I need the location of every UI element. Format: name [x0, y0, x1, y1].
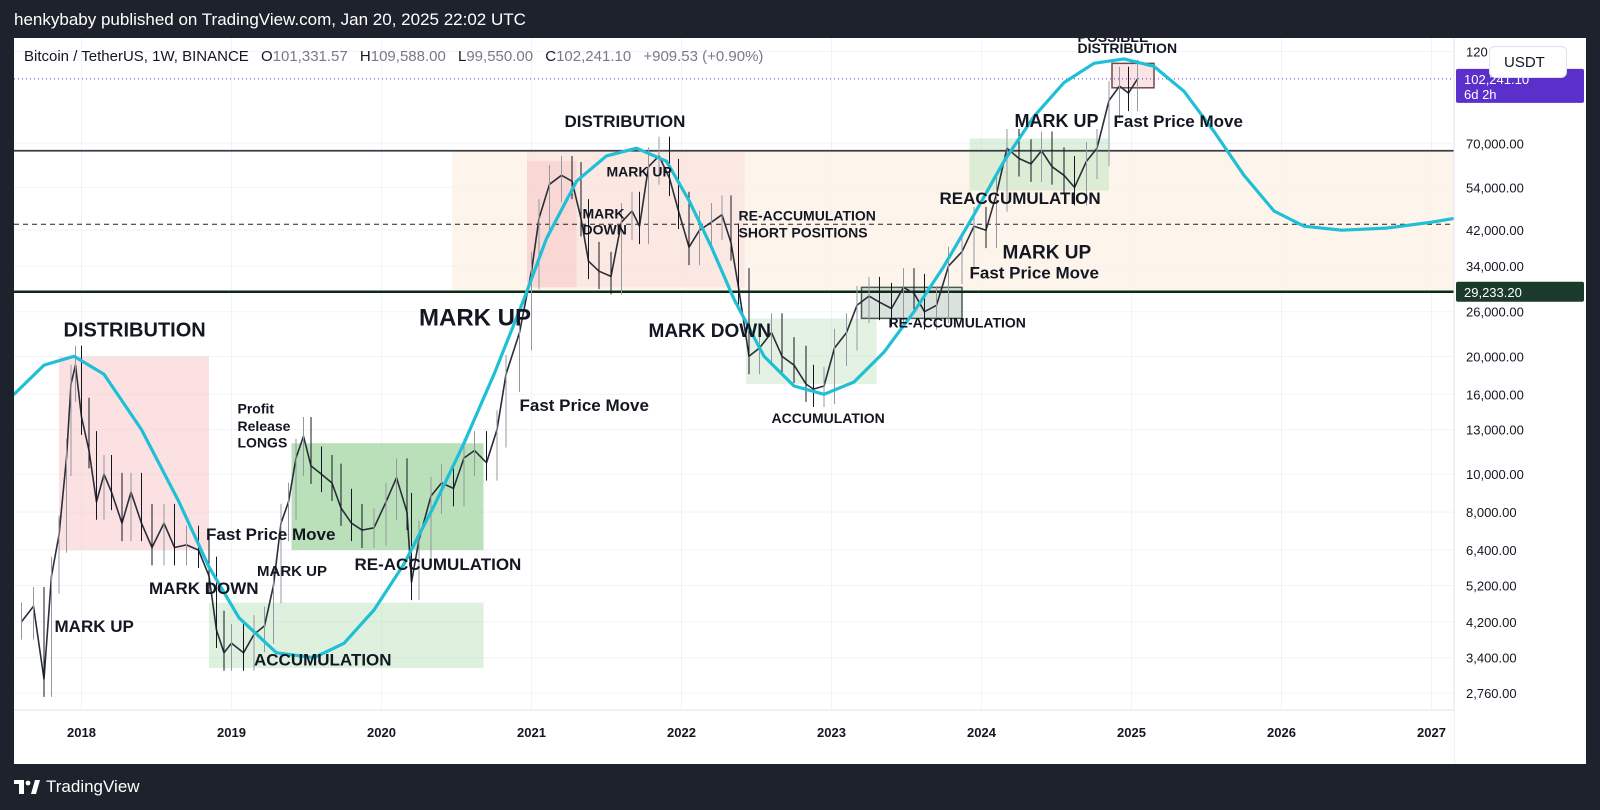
y-tick-label: 8,000.00: [1466, 505, 1517, 520]
axes: 120,000.0070,000.0054,000.0042,000.0034,…: [14, 38, 1586, 764]
cycle-curve-line: [14, 57, 1456, 660]
annotation-label: SHORT POSITIONS: [739, 225, 868, 241]
annotation-label: Fast Price Move: [970, 264, 1099, 283]
annotation-label: MARK DOWN: [149, 579, 259, 598]
range-band: [452, 150, 1454, 292]
annotation-label: ACCUMULATION: [772, 410, 885, 426]
cycle-curve: [14, 57, 1456, 660]
annotation-label: Release: [238, 418, 291, 434]
currency-selector[interactable]: USDT: [1489, 46, 1567, 78]
annotation-label: DISTRIBUTION: [1078, 40, 1178, 56]
x-tick-label: 2025: [1117, 725, 1146, 740]
high-value: 109,588.00: [370, 48, 446, 65]
y-tick-label: 2,760.00: [1466, 686, 1517, 701]
zone-accumulation_light: [746, 318, 877, 384]
y-tick-label: 54,000.00: [1466, 180, 1524, 195]
y-tick-label: 6,400.00: [1466, 543, 1517, 558]
annotation-label: Profit: [238, 400, 275, 416]
price-badge-countdown: 6d 2h: [1464, 87, 1497, 102]
change-value: +909.53 (+0.90%): [643, 48, 764, 65]
x-tick-label: 2023: [817, 725, 846, 740]
x-tick-label: 2020: [367, 725, 396, 740]
y-tick-label: 5,200.00: [1466, 578, 1517, 593]
footer-bar: TradingView: [0, 764, 1600, 810]
high-label: H: [359, 48, 371, 65]
annotation-label: DOWN: [583, 221, 627, 237]
annotation-label: REACCUMULATION: [940, 189, 1101, 208]
annotation-label: MARK UP: [1003, 242, 1092, 263]
price-axis-bg: [1454, 38, 1586, 764]
x-tick-label: 2022: [667, 725, 696, 740]
close-value: 102,241.10: [556, 48, 632, 65]
zones: [59, 62, 1155, 669]
annotation-label: MARK UP: [607, 164, 672, 180]
x-tick-label: 2019: [217, 725, 246, 740]
annotation-label: Fast Price Move: [206, 525, 335, 544]
annotation-label: RE-ACCUMULATION: [355, 555, 522, 574]
symbol-label[interactable]: Bitcoin / TetherUS, 1W, BINANCE: [24, 48, 249, 65]
y-tick-label: 3,400.00: [1466, 651, 1517, 666]
open-value: 101,331.57: [272, 48, 348, 65]
annotation-label: MARK DOWN: [649, 321, 771, 342]
low-label: L: [458, 48, 467, 65]
ohlc-legend: Bitcoin / TetherUS, 1W, BINANCE O101,331…: [24, 48, 763, 65]
annotation-label: LONGS: [238, 435, 288, 451]
y-tick-label: 20,000.00: [1466, 349, 1524, 364]
annotation-label: DISTRIBUTION: [64, 319, 206, 341]
annotation-label: MARK UP: [1015, 111, 1099, 131]
annotation-label: Fast Price Move: [1114, 112, 1243, 131]
y-tick-label: 42,000.00: [1466, 223, 1524, 238]
time-axis-bg: [14, 710, 1454, 764]
price-levels: [14, 78, 1454, 294]
annotation-label: POSSIBLE: [1078, 38, 1149, 45]
open-label: O: [260, 48, 273, 65]
published-info: henkybaby published on TradingView.com, …: [14, 10, 526, 29]
level-badge-price: 29,233.20: [1464, 285, 1522, 300]
y-tick-label: 34,000.00: [1466, 259, 1524, 274]
level-badge-bg: [1456, 281, 1584, 302]
annotation-label: MARK: [583, 205, 625, 221]
x-tick-label: 2021: [517, 725, 546, 740]
y-tick-label: 26,000.00: [1466, 305, 1524, 320]
y-tick-label: 4,200.00: [1466, 615, 1517, 630]
price-line: [20, 78, 1139, 680]
annotation-label: MARK UP: [55, 617, 134, 636]
range-band-rect: [452, 150, 1454, 292]
annotation-label: Fast Price Move: [520, 396, 649, 415]
x-tick-label: 2024: [967, 725, 997, 740]
y-tick-label: 13,000.00: [1466, 423, 1524, 438]
low-value: 99,550.00: [466, 48, 534, 65]
tradingview-logo-icon: [14, 780, 40, 794]
y-tick-label: 16,000.00: [1466, 387, 1524, 402]
annotation-label: RE-ACCUMULATION: [739, 207, 876, 223]
chart-area[interactable]: DISTRIBUTION MARK UP MARK DOWN ACCUMULATION…: [14, 38, 1586, 764]
y-tick-label: 70,000.00: [1466, 136, 1524, 151]
tradingview-brand: TradingView: [46, 777, 140, 796]
annotation-label: MARK UP: [419, 304, 531, 331]
grid: [14, 38, 1454, 710]
x-tick-label: 2018: [67, 725, 96, 740]
y-tick-label: 10,000.00: [1466, 467, 1524, 482]
tradingview-logo[interactable]: TradingView: [14, 777, 140, 797]
zone-distribution: [59, 356, 209, 551]
zone-distribution_box: [1111, 62, 1155, 89]
x-tick-label: 2026: [1267, 725, 1296, 740]
annotation-label: MARK UP: [257, 563, 327, 580]
close-label: C: [545, 48, 557, 65]
annotation-label: RE-ACCUMULATION: [889, 314, 1026, 330]
annotation-label: DISTRIBUTION: [565, 112, 686, 131]
publisher-bar: henkybaby published on TradingView.com, …: [0, 0, 1600, 38]
zone-accumulation: [209, 602, 484, 669]
annotation-label: ACCUMULATION: [254, 650, 392, 669]
x-tick-label: 2027: [1417, 725, 1446, 740]
